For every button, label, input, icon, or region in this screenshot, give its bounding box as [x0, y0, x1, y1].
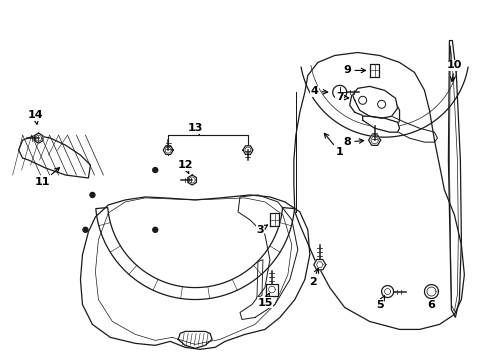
Text: 3: 3	[256, 225, 267, 235]
Circle shape	[90, 193, 95, 197]
Polygon shape	[265, 284, 277, 296]
Text: 10: 10	[446, 60, 461, 81]
Polygon shape	[187, 175, 196, 185]
Text: 15: 15	[257, 293, 272, 307]
Circle shape	[152, 227, 158, 232]
Text: 8: 8	[343, 137, 363, 147]
Text: 7: 7	[335, 92, 348, 102]
Text: 2: 2	[308, 269, 318, 287]
Polygon shape	[352, 86, 397, 118]
Polygon shape	[369, 64, 378, 77]
Circle shape	[152, 167, 158, 172]
Polygon shape	[368, 135, 380, 145]
Text: 1: 1	[324, 133, 343, 157]
Polygon shape	[313, 260, 325, 270]
Polygon shape	[34, 133, 43, 143]
Polygon shape	[243, 146, 252, 154]
Text: 12: 12	[177, 160, 193, 174]
Text: 14: 14	[28, 110, 43, 124]
Text: 5: 5	[375, 296, 384, 310]
Text: 4: 4	[310, 86, 327, 96]
Text: 13: 13	[187, 123, 203, 134]
Polygon shape	[270, 213, 279, 226]
Polygon shape	[332, 85, 346, 99]
Text: 9: 9	[343, 66, 365, 76]
Polygon shape	[163, 146, 173, 154]
Circle shape	[83, 227, 88, 232]
Text: 11: 11	[35, 168, 60, 187]
Text: 6: 6	[427, 300, 434, 310]
Polygon shape	[362, 116, 399, 132]
